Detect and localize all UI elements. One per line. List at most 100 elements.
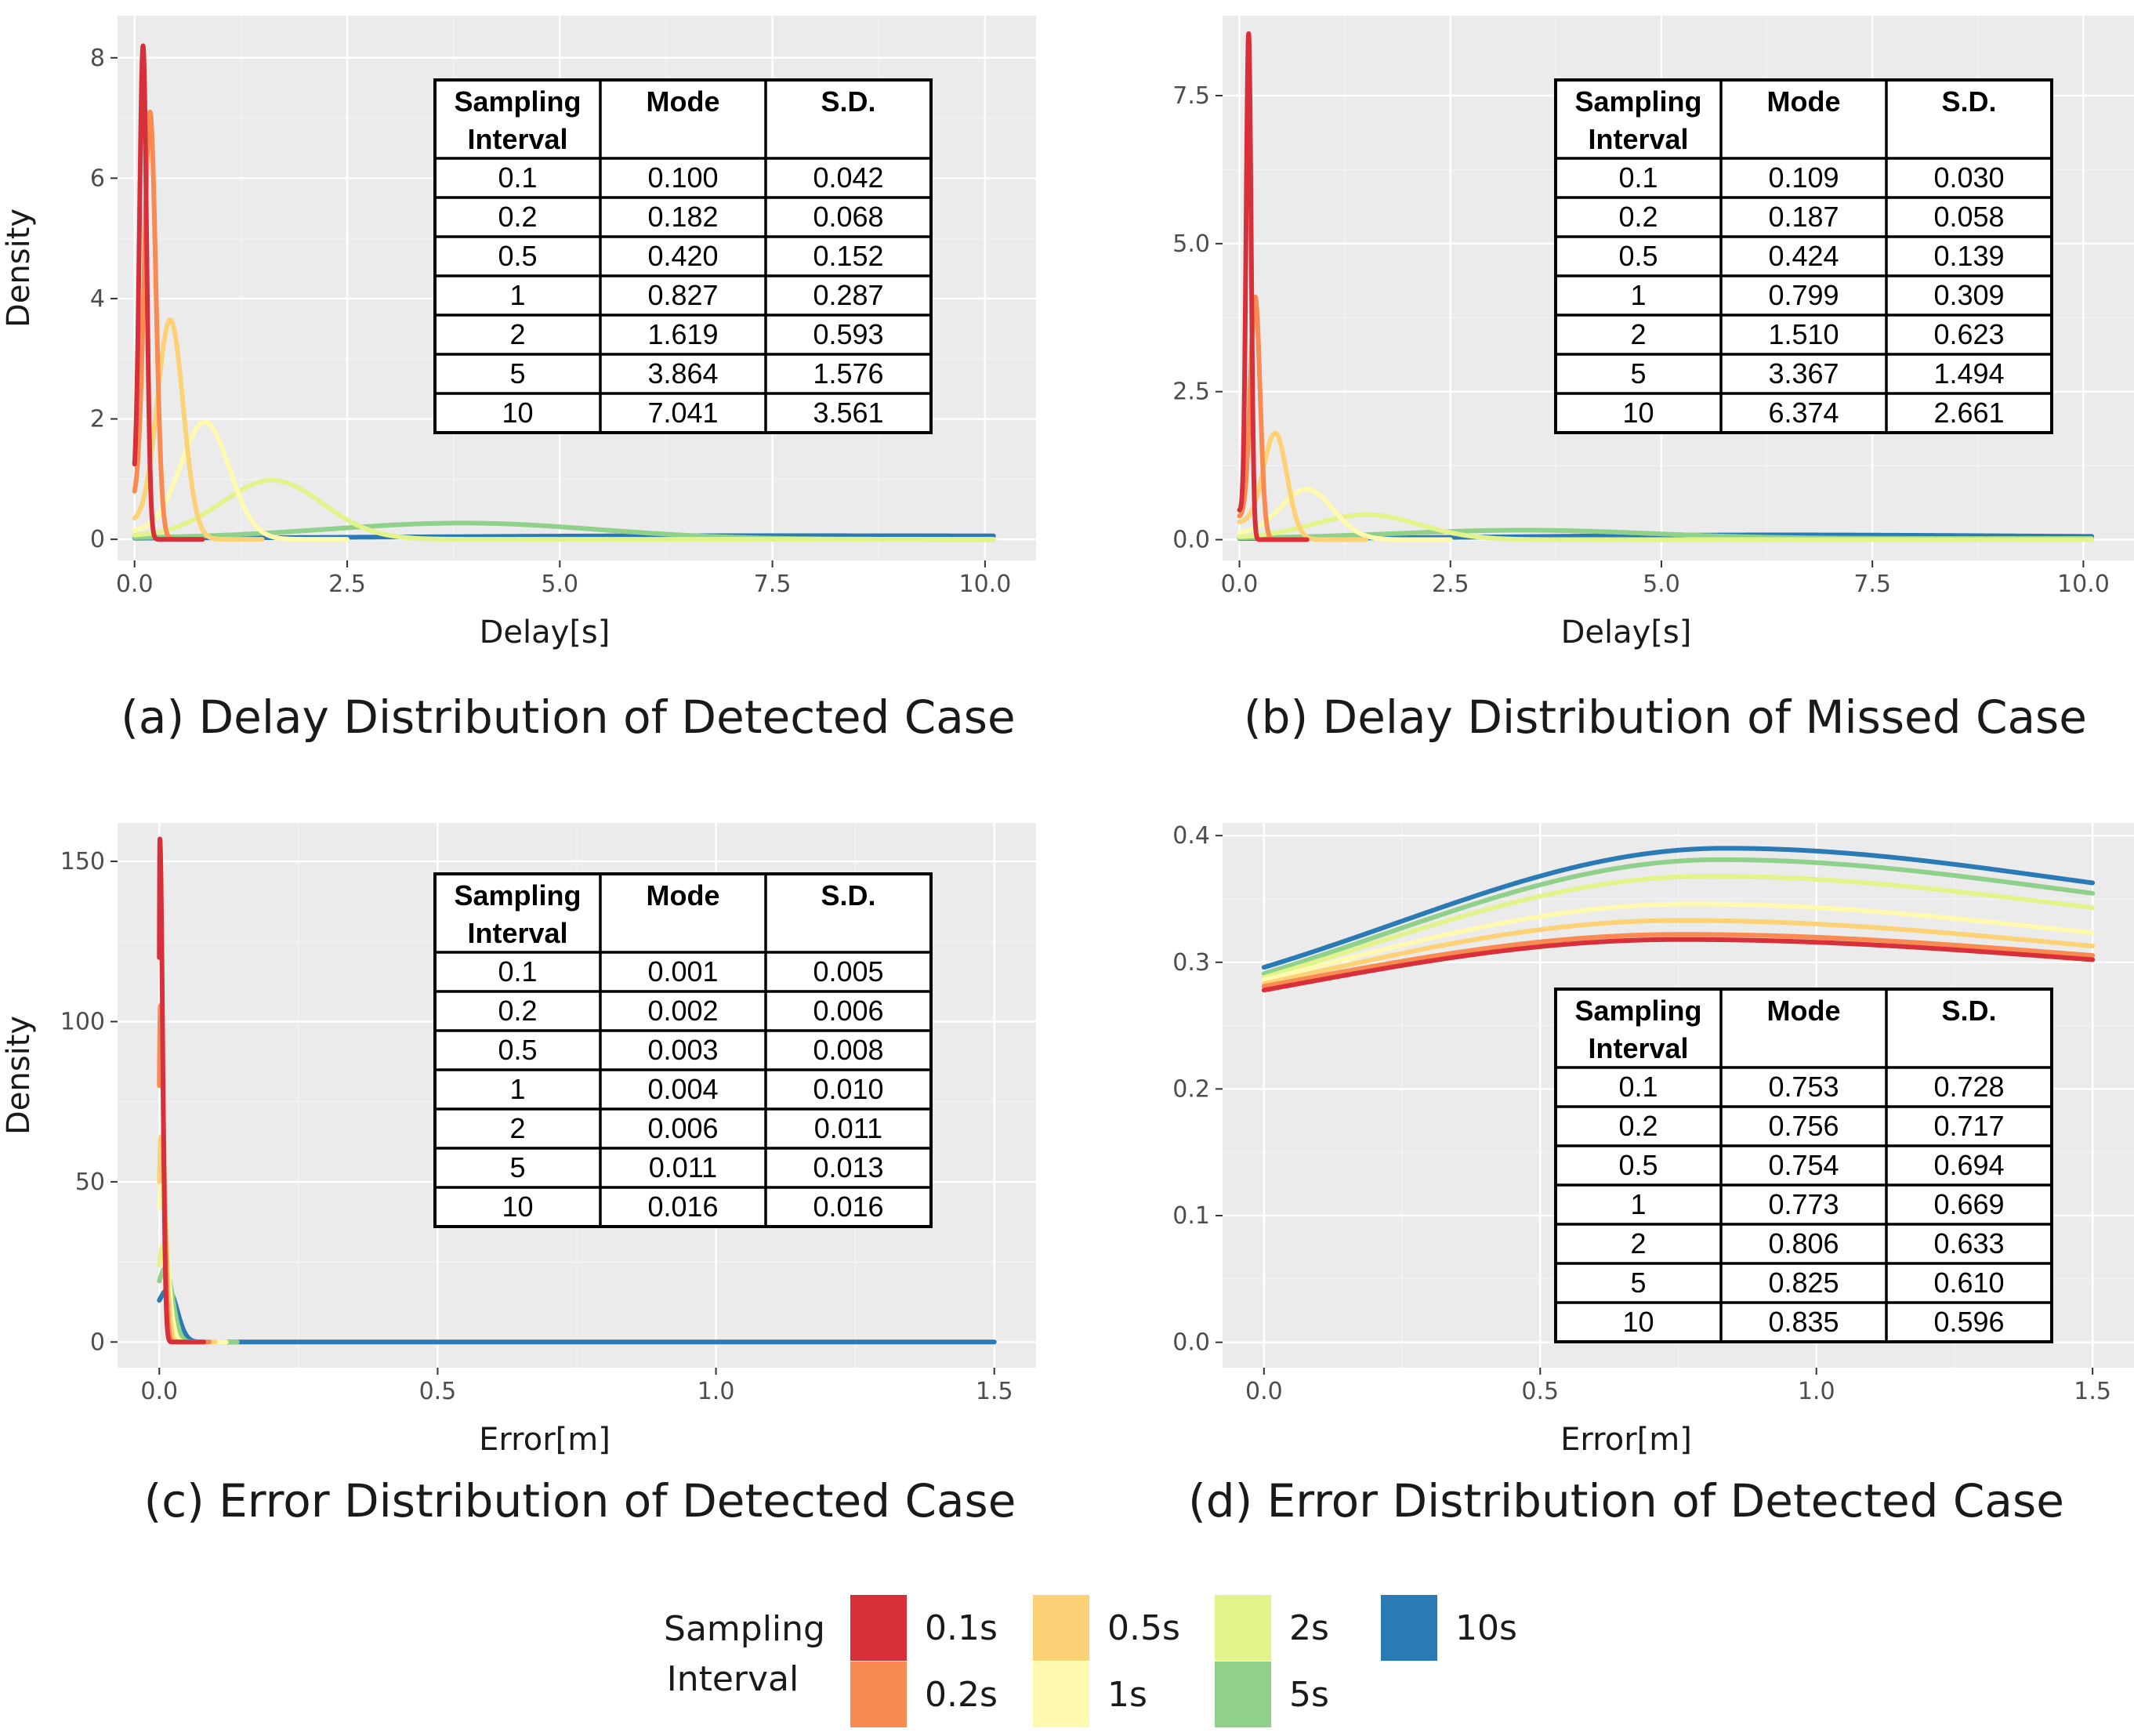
y-tick-label: 8 bbox=[90, 45, 105, 72]
table-cell: 0.1 bbox=[1618, 161, 1658, 194]
table-header-mode: Mode bbox=[1767, 995, 1841, 1027]
table-cell: 0.016 bbox=[813, 1191, 883, 1223]
y-tick-label: 4 bbox=[90, 285, 105, 313]
table-cell: 3.561 bbox=[813, 397, 883, 429]
table-cell: 0.835 bbox=[1768, 1306, 1839, 1338]
x-axis-title: Error[m] bbox=[479, 1422, 610, 1458]
table-cell: 0.182 bbox=[647, 201, 718, 233]
table-cell: 0.753 bbox=[1768, 1071, 1839, 1103]
table-cell: 0.006 bbox=[647, 1112, 718, 1144]
y-tick-label: 2 bbox=[90, 406, 105, 433]
table-cell: 7.041 bbox=[647, 397, 718, 429]
table-cell: 2 bbox=[1630, 318, 1646, 350]
y-tick-label: 2.5 bbox=[1172, 379, 1210, 406]
density-line-0_5s bbox=[1237, 430, 1369, 542]
x-tick-label: 5.0 bbox=[1643, 571, 1680, 598]
table-cell: 5 bbox=[509, 357, 525, 390]
x-tick-label: 7.5 bbox=[754, 571, 792, 598]
table-cell: 0.109 bbox=[1768, 161, 1839, 194]
density-curves bbox=[1237, 31, 2095, 542]
table-cell: 0.5 bbox=[498, 240, 537, 272]
legend-label: 0.2s bbox=[925, 1675, 998, 1715]
table-cell: 0.2 bbox=[1618, 1110, 1658, 1142]
table-cell: 0.030 bbox=[1933, 161, 2004, 194]
legend-swatch-1s bbox=[1033, 1662, 1089, 1727]
density-line-2s bbox=[1261, 873, 2096, 980]
y-tick-label: 0.0 bbox=[1172, 1329, 1210, 1357]
x-tick-label: 1.0 bbox=[697, 1378, 735, 1405]
table-frame bbox=[433, 78, 933, 434]
table-cell: 0.610 bbox=[1933, 1267, 2004, 1299]
table-cell: 0.187 bbox=[1768, 201, 1839, 233]
legend-swatch-0_1s bbox=[850, 1595, 907, 1661]
table-cell: 0.1 bbox=[1618, 1071, 1658, 1103]
table-cell: 2 bbox=[509, 1112, 525, 1144]
table-header-sd: S.D. bbox=[1941, 995, 1996, 1027]
table-cell: 10 bbox=[502, 1191, 533, 1223]
table-frame bbox=[1554, 988, 2053, 1343]
legend-swatch-5s bbox=[1215, 1662, 1271, 1727]
table-cell: 0.669 bbox=[1933, 1188, 2004, 1220]
table-cell: 2.661 bbox=[1933, 397, 2004, 429]
table-cell: 0.2 bbox=[498, 995, 537, 1027]
legend-swatch-10s bbox=[1381, 1595, 1437, 1661]
table-header-sampling-interval: Sampling Interval bbox=[1574, 85, 1701, 155]
legend: Sampling Interval 0.1s 0.2s 0.5s 1s 2s 5s 10s bbox=[664, 1595, 1517, 1727]
x-tick-label: 0.0 bbox=[116, 571, 154, 598]
table-cell: 0.799 bbox=[1768, 279, 1839, 311]
table-cell: 2 bbox=[509, 318, 525, 350]
density-line-0_1s bbox=[1237, 31, 1310, 542]
y-tick-label: 0.0 bbox=[1172, 527, 1210, 554]
y-tick-label: 5.0 bbox=[1172, 230, 1210, 258]
table-header-sd: S.D. bbox=[821, 85, 875, 118]
table-cell: 1 bbox=[1630, 1188, 1646, 1220]
table-cell: 0.058 bbox=[1933, 201, 2004, 233]
panel-b: 0.0 2.5 5.0 7.5 10.0 0.0 2.5 5.0 7.5 Delay[s] (b) … bbox=[1172, 16, 2134, 744]
y-tick-label: 150 bbox=[60, 848, 105, 875]
y-tick-label: 50 bbox=[75, 1169, 105, 1196]
table-cell: 0.633 bbox=[1933, 1227, 2004, 1259]
table-frame bbox=[1554, 78, 2053, 434]
y-tick-label: 0.2 bbox=[1172, 1075, 1210, 1103]
stats-table: Sampling Interval Mode S.D. 0.1 0.109 0.030 0.2… bbox=[1554, 78, 2053, 434]
table-header-sampling-interval: Sampling Interval bbox=[454, 879, 581, 949]
density-curves bbox=[157, 836, 997, 1345]
x-tick-label: 5.0 bbox=[541, 571, 578, 598]
table-cell: 0.5 bbox=[1618, 1149, 1658, 1181]
table-cell: 1.494 bbox=[1933, 357, 2004, 390]
density-line-1s bbox=[1261, 901, 2096, 983]
panel-caption: (d) Error Distribution of Detected Case bbox=[1188, 1474, 2064, 1528]
legend-label: 0.1s bbox=[925, 1608, 998, 1648]
y-tick-label: 0 bbox=[90, 526, 105, 553]
table-frame bbox=[433, 872, 933, 1228]
table-cell: 0.806 bbox=[1768, 1227, 1839, 1259]
table-header-sampling-interval: Sampling Interval bbox=[454, 85, 581, 155]
y-tick-label: 0.3 bbox=[1172, 949, 1210, 977]
x-tick-label: 7.5 bbox=[1853, 571, 1891, 598]
x-tick-label: 10.0 bbox=[2057, 571, 2110, 598]
table-cell: 0.1 bbox=[498, 955, 537, 988]
density-line-5s bbox=[1261, 857, 2096, 977]
legend-swatch-0_2s bbox=[850, 1662, 907, 1727]
y-tick-label: 0.1 bbox=[1172, 1202, 1210, 1230]
table-cell: 1.510 bbox=[1768, 318, 1839, 350]
table-cell: 0.593 bbox=[813, 318, 883, 350]
x-axis-title: Delay[s] bbox=[480, 614, 610, 651]
legend-label: 10s bbox=[1455, 1608, 1517, 1648]
table-cell: 0.2 bbox=[1618, 201, 1658, 233]
stats-table: Sampling Interval Mode S.D. 0.1 0.100 0.042 0.2… bbox=[433, 78, 933, 434]
y-tick-label: 6 bbox=[90, 165, 105, 192]
stats-table: Sampling Interval Mode S.D. 0.1 0.753 0.728 0.2… bbox=[1554, 988, 2053, 1343]
x-tick-label: 0.0 bbox=[1221, 571, 1259, 598]
panel-caption: (a) Delay Distribution of Detected Case bbox=[121, 690, 1015, 744]
table-cell: 0.694 bbox=[1933, 1149, 2004, 1181]
table-cell: 0.001 bbox=[647, 955, 718, 988]
table-cell: 2 bbox=[1630, 1227, 1646, 1259]
table-cell: 0.152 bbox=[813, 240, 883, 272]
x-tick-label: 0.5 bbox=[419, 1378, 457, 1405]
table-header-sd: S.D. bbox=[821, 879, 875, 911]
x-tick-label: 2.5 bbox=[328, 571, 366, 598]
x-tick-label: 1.0 bbox=[1798, 1378, 1835, 1405]
density-line-0_1s bbox=[132, 43, 205, 542]
